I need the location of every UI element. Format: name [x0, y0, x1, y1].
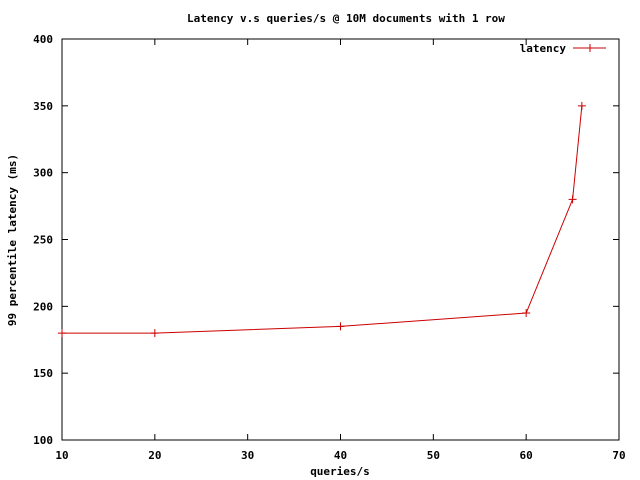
x-tick-label: 60: [520, 449, 533, 462]
data-point-marker: [150, 329, 159, 338]
data-point-marker: [568, 195, 577, 204]
x-tick-label: 10: [55, 449, 68, 462]
legend-marker: [586, 44, 594, 52]
data-point-marker: [577, 101, 586, 110]
data-point-marker: [522, 309, 531, 318]
series-line-latency: [62, 105, 583, 334]
y-tick-label: 350: [33, 100, 53, 113]
y-tick-label: 200: [33, 300, 53, 313]
y-tick-label: 300: [33, 167, 53, 180]
data-point-marker: [336, 322, 345, 331]
y-axis-label: 99 percentile latency (ms): [6, 154, 19, 326]
legend: latency: [520, 42, 606, 55]
y-tick-label: 150: [33, 367, 53, 380]
chart-title: Latency v.s queries/s @ 10M documents wi…: [187, 12, 505, 25]
x-tick-label: 70: [612, 449, 625, 462]
data-point-marker: [58, 329, 66, 338]
legend-label: latency: [520, 42, 567, 55]
y-tick-label: 400: [33, 33, 53, 46]
x-tick-label: 30: [241, 449, 254, 462]
y-tick-label: 100: [33, 434, 53, 447]
y-axis: 100 150 200 250 300 350 400: [33, 33, 619, 447]
x-tick-label: 40: [334, 449, 347, 462]
x-axis-label: queries/s: [310, 465, 370, 478]
x-axis: 10 20 30 40 50 60 70: [55, 39, 626, 462]
series-layer: [58, 101, 586, 338]
x-tick-label: 50: [427, 449, 440, 462]
plot-area-border: [61, 38, 620, 441]
x-tick-label: 20: [148, 449, 161, 462]
y-tick-label: 250: [33, 234, 53, 247]
